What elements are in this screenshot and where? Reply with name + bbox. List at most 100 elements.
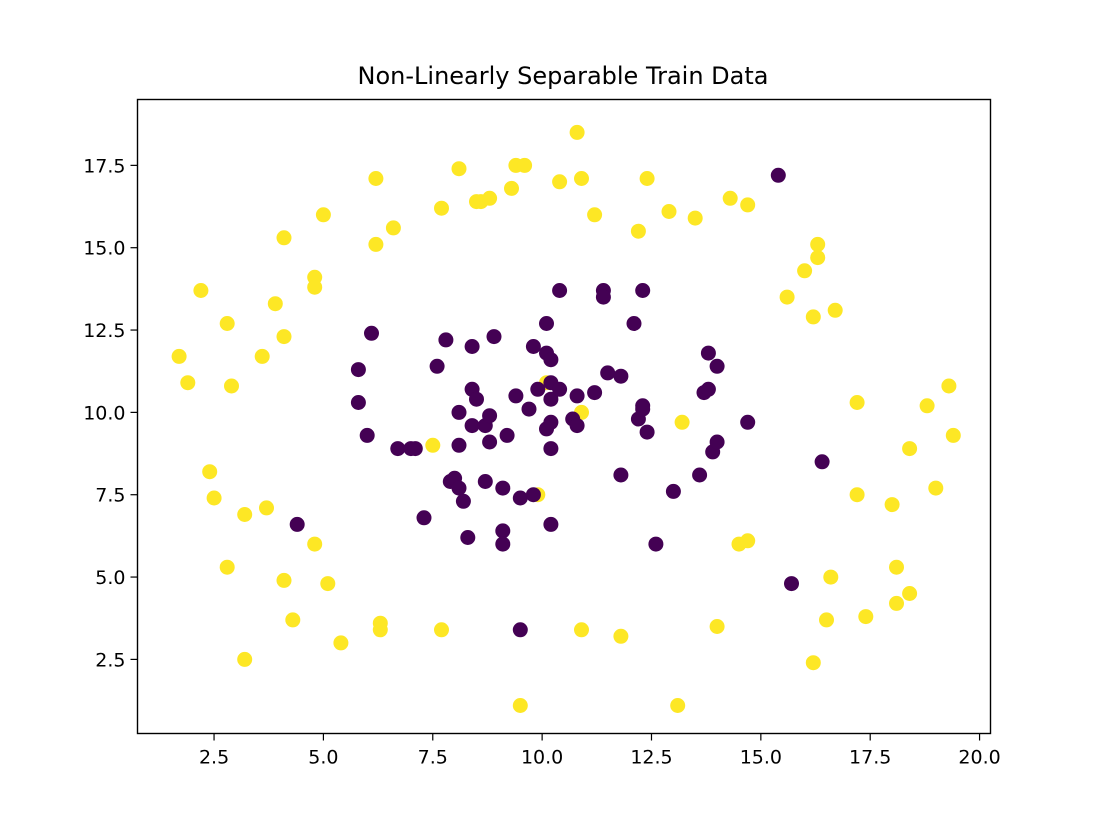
scatter-point [849,487,865,503]
scatter-point [587,385,603,401]
scatter-point [416,510,432,526]
scatter-point [224,378,239,394]
scatter-point [521,401,537,417]
scatter-point [700,381,716,397]
y-tick-label: 10.0 [83,402,125,424]
scatter-point [495,480,511,496]
scatter-point [237,651,253,667]
scatter-point [193,283,209,298]
scatter-point [289,516,305,532]
scatter-point [525,487,541,503]
scatter-point [539,316,554,331]
scatter-point [709,619,725,634]
scatter-point [543,414,559,430]
scatter-point [315,207,331,223]
scatter-point [805,309,821,325]
scatter-point [486,329,502,345]
scatter-point [495,536,511,552]
scatter-point [451,404,467,420]
scatter-point [368,171,384,186]
y-tick-label: 7.5 [95,485,125,507]
scatter-point [499,427,515,443]
scatter-point [919,398,935,414]
y-tick-label: 5.0 [95,567,125,589]
y-tick-label: 2.5 [95,649,125,671]
scatter-point [171,348,187,364]
scatter-point [530,381,546,397]
scatter-point [504,180,519,196]
scatter-point [700,345,716,361]
scatter-point [810,250,826,266]
scatter-point [569,124,585,140]
scatter-point [464,418,480,434]
scatter-point [202,464,218,480]
scatter-point [469,391,484,407]
x-tick-label: 7.5 [418,747,448,769]
scatter-point [512,698,528,713]
scatter-point [425,437,441,453]
scatter-point [849,395,865,410]
scatter-point [630,223,646,239]
scatter-point [390,441,406,457]
plot-area-frame [136,98,992,735]
scatter-point [482,434,498,450]
scatter-point [770,167,786,183]
scatter-points [171,124,961,713]
scatter-point [797,263,813,279]
scatter-point [574,622,589,638]
scatter-point [219,316,235,331]
scatter-point [543,441,559,457]
scatter-point [709,434,725,450]
scatter-point [810,236,826,252]
scatter-point [512,622,528,638]
scatter-point [517,157,533,173]
scatter-point [254,348,270,364]
scatter-point [635,401,651,417]
scatter-point [180,375,196,391]
scatter-point [569,418,585,434]
scatter-point [434,200,449,216]
scatter-point [285,612,301,628]
scatter-point [884,497,900,513]
scatter-point [429,358,445,374]
scatter-point [945,427,961,443]
scatter-point [740,197,756,213]
scatter-point [648,536,664,552]
scatter-point [460,530,476,545]
scatter-point [687,210,703,226]
scatter-point [613,368,629,384]
scatter-point [276,572,292,588]
scatter-point [639,424,655,440]
scatter-point [552,381,568,397]
scatter-point [819,612,834,628]
x-tick-label: 17.5 [849,747,891,769]
chart-title: Non-Linearly Separable Train Data [358,62,769,90]
scatter-point [779,289,795,305]
scatter-point [438,332,454,348]
scatter-point [674,414,690,430]
scatter-point [434,622,449,638]
scatter-point [823,569,839,585]
scatter-point [635,283,651,298]
scatter-point [552,283,568,298]
scatter-point [639,171,655,186]
scatter-point [709,358,725,374]
scatter-point [613,467,629,483]
scatter-point [543,391,559,407]
scatter-point [512,490,528,506]
scatter-point [350,395,366,410]
scatter-point [477,474,493,489]
scatter-point [508,388,524,404]
scatter-point [670,698,686,713]
scatter-point [889,595,904,611]
y-tick-label: 17.5 [83,155,125,177]
scatter-point [407,441,423,457]
scatter-point [276,329,292,345]
scatter-point [740,414,756,430]
scatter-point [206,490,222,506]
scatter-point [495,523,511,539]
scatter-point [552,174,568,190]
scatter-point [613,628,629,644]
scatter-point [569,388,585,404]
scatter-point [626,316,642,331]
